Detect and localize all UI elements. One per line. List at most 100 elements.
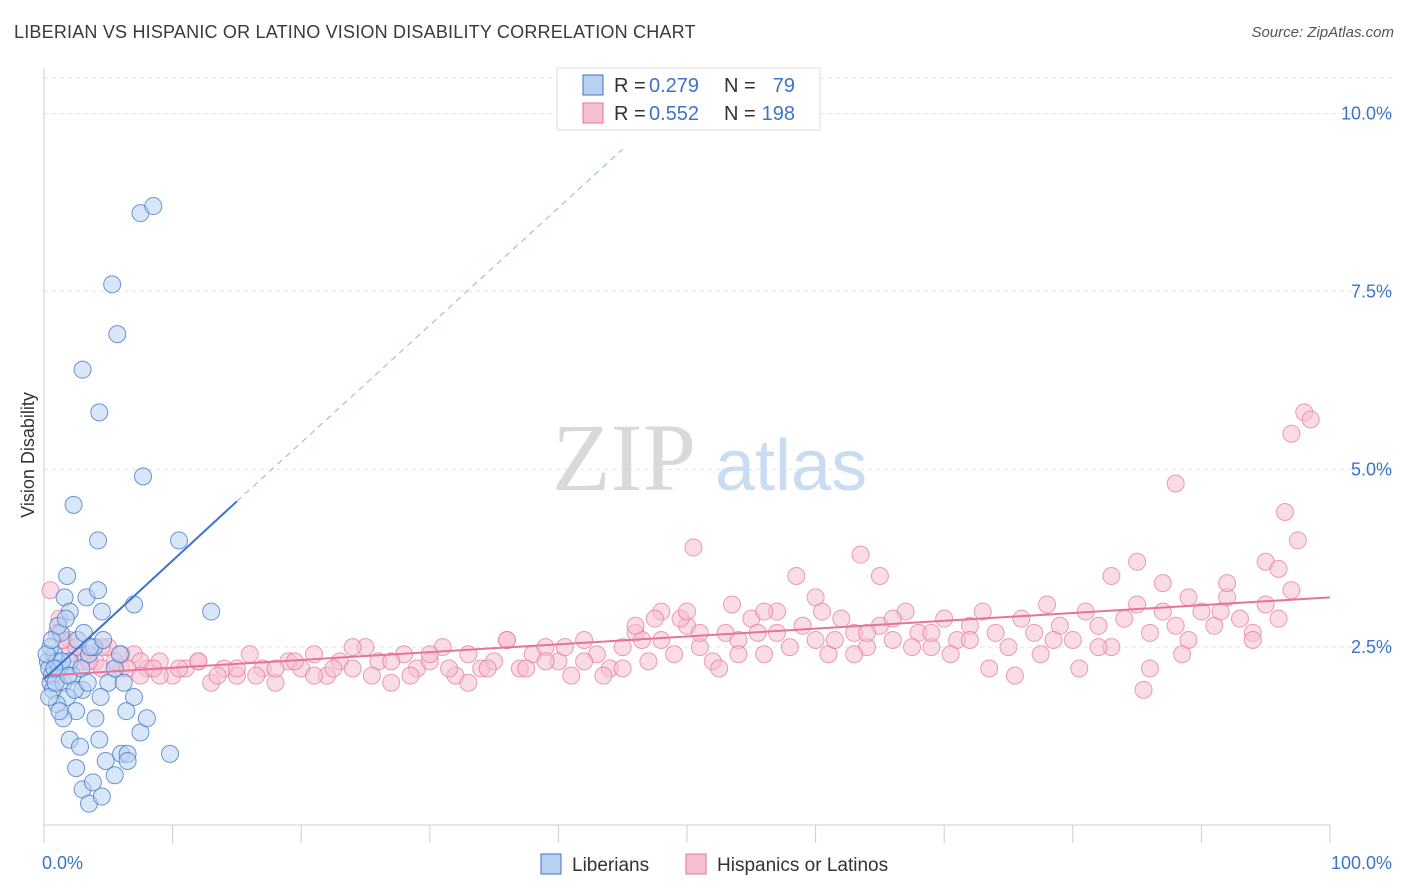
- y-tick-labels: 2.5% 5.0% 7.5% 10.0%: [1341, 104, 1392, 658]
- point-liberians: [114, 673, 133, 692]
- legend-swatch-hispanics: [582, 102, 604, 124]
- point-hispanics: [613, 638, 632, 657]
- point-hispanics: [247, 666, 266, 685]
- point-hispanics: [678, 602, 696, 621]
- legend-r-value-1: 0.279: [649, 75, 699, 97]
- point-hispanics: [1288, 531, 1307, 550]
- point-liberians: [78, 673, 97, 692]
- point-hispanics: [305, 666, 324, 685]
- legend-r-value-2: 0.552: [649, 103, 699, 125]
- point-hispanics: [1166, 474, 1185, 493]
- point-liberians: [94, 631, 113, 650]
- trend-line-liberians: [43, 500, 238, 680]
- point-hispanics: [1269, 609, 1288, 628]
- point-hispanics: [973, 602, 992, 621]
- point-hispanics: [1089, 638, 1108, 657]
- grid-lines: [44, 77, 1392, 648]
- point-liberians: [125, 687, 144, 706]
- point-hispanics: [935, 609, 954, 628]
- point-hispanics: [1243, 631, 1262, 650]
- point-hispanics: [1044, 631, 1063, 650]
- point-hispanics: [980, 659, 999, 678]
- point-hispanics: [960, 631, 979, 650]
- point-liberians: [90, 403, 109, 422]
- y-axis-label: Vision Disability: [18, 392, 38, 518]
- point-hispanics: [941, 645, 960, 664]
- trend-lines: [43, 148, 1331, 680]
- point-hispanics: [1282, 581, 1301, 600]
- point-hispanics: [266, 659, 285, 678]
- point-liberians: [73, 360, 92, 379]
- point-hispanics: [1070, 659, 1089, 678]
- point-hispanics: [1115, 609, 1134, 628]
- point-hispanics: [1140, 659, 1159, 678]
- point-hispanics: [845, 645, 864, 664]
- point-hispanics: [1153, 602, 1172, 621]
- point-hispanics: [806, 631, 825, 650]
- point-hispanics: [1192, 602, 1211, 621]
- point-liberians: [89, 581, 108, 600]
- point-hispanics: [536, 652, 555, 671]
- point-hispanics: [1025, 623, 1044, 642]
- point-hispanics: [459, 645, 478, 664]
- point-liberians: [105, 766, 124, 785]
- point-hispanics: [729, 645, 748, 664]
- y-tick-label: 10.0%: [1341, 104, 1392, 124]
- point-hispanics: [382, 652, 401, 671]
- point-hispanics: [1031, 645, 1050, 664]
- point-hispanics: [208, 666, 227, 685]
- point-hispanics: [1230, 609, 1249, 628]
- point-liberians: [134, 467, 153, 486]
- point-hispanics: [517, 659, 536, 678]
- legend-bottom-swatch-liberians: [540, 853, 562, 875]
- point-liberians: [90, 730, 109, 749]
- point-hispanics: [1153, 574, 1172, 593]
- point-liberians: [144, 197, 163, 216]
- chart-title: LIBERIAN VS HISPANIC OR LATINO VISION DI…: [14, 22, 696, 42]
- point-hispanics: [793, 616, 812, 635]
- point-liberians: [161, 744, 180, 763]
- legend-top: R = 0.279 N = 79 R = 0.552 N = 198: [556, 67, 821, 131]
- point-liberians: [89, 531, 108, 550]
- x-tick-min: 0.0%: [42, 853, 83, 873]
- point-hispanics: [858, 623, 877, 642]
- point-hispanics: [1301, 410, 1320, 429]
- point-hispanics: [1063, 631, 1082, 650]
- point-hispanics: [652, 631, 671, 650]
- point-hispanics: [1218, 574, 1237, 593]
- point-liberians: [202, 602, 221, 621]
- y-tick-label: 2.5%: [1351, 637, 1392, 657]
- point-hispanics: [787, 567, 806, 585]
- point-hispanics: [903, 638, 922, 657]
- point-hispanics: [1128, 552, 1147, 571]
- point-liberians: [86, 709, 105, 728]
- point-hispanics: [723, 595, 742, 614]
- point-liberians: [118, 751, 137, 770]
- point-hispanics: [1256, 595, 1275, 614]
- point-liberians: [103, 275, 122, 294]
- point-hispanics: [401, 666, 420, 685]
- point-liberians: [83, 773, 102, 792]
- point-hispanics: [755, 602, 774, 621]
- point-hispanics: [613, 659, 632, 678]
- point-liberians: [56, 609, 75, 628]
- legend-n-value-1: 79: [773, 75, 795, 97]
- point-liberians: [110, 645, 129, 664]
- point-hispanics: [684, 538, 703, 557]
- watermark-atlas: atlas: [715, 426, 867, 506]
- point-hispanics: [813, 602, 832, 621]
- point-hispanics: [825, 631, 844, 650]
- point-hispanics: [343, 638, 362, 657]
- point-liberians: [170, 531, 189, 550]
- point-hispanics: [1173, 645, 1192, 664]
- point-hispanics: [1269, 559, 1288, 578]
- point-liberians: [67, 759, 86, 778]
- point-hispanics: [883, 631, 902, 650]
- point-liberians: [92, 787, 111, 806]
- point-hispanics: [562, 666, 581, 685]
- point-hispanics: [478, 659, 497, 678]
- point-liberians: [91, 687, 110, 706]
- point-liberians: [125, 595, 144, 614]
- point-hispanics: [382, 673, 401, 692]
- point-hispanics: [755, 645, 774, 664]
